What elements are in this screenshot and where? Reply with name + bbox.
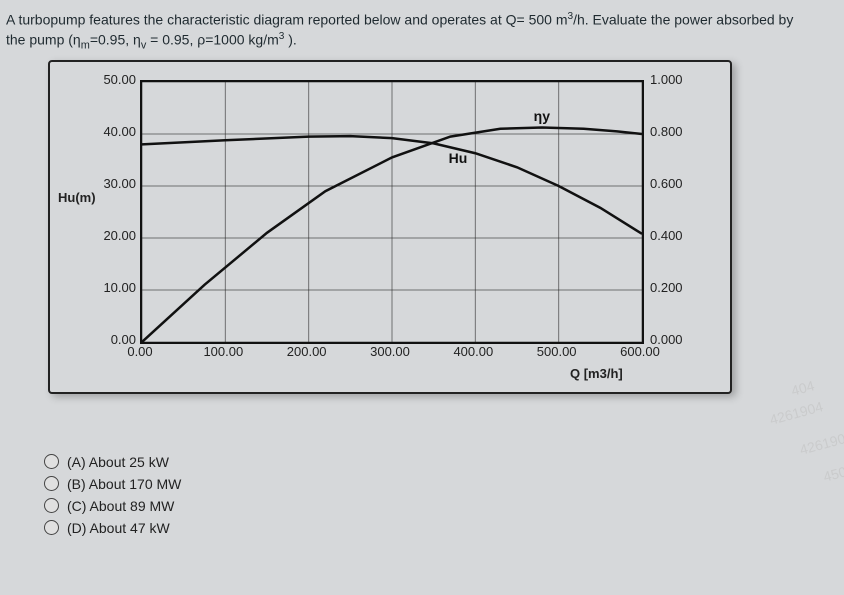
option-label: (B) About 170 MW bbox=[67, 476, 181, 492]
radio-icon bbox=[44, 454, 59, 469]
xtick: 300.00 bbox=[360, 344, 420, 359]
ytick-right: 0.800 bbox=[650, 124, 710, 139]
radio-icon bbox=[44, 498, 59, 513]
xtick: 400.00 bbox=[443, 344, 503, 359]
curve-label-hu: Hu bbox=[449, 150, 468, 166]
xtick: 200.00 bbox=[277, 344, 337, 359]
ytick-left: 30.00 bbox=[76, 176, 136, 191]
option-label: (C) About 89 MW bbox=[67, 498, 174, 514]
ytick-left: 50.00 bbox=[76, 72, 136, 87]
radio-icon bbox=[44, 476, 59, 491]
xtick: 600.00 bbox=[610, 344, 670, 359]
y-left-axis-label: Hu(m) bbox=[58, 190, 96, 205]
ytick-left: 40.00 bbox=[76, 124, 136, 139]
ytick-right: 0.400 bbox=[650, 228, 710, 243]
option-d[interactable]: (D) About 47 kW bbox=[44, 520, 826, 536]
xtick: 100.00 bbox=[193, 344, 253, 359]
xtick: 500.00 bbox=[527, 344, 587, 359]
answer-options: (A) About 25 kW (B) About 170 MW (C) Abo… bbox=[44, 454, 826, 536]
ytick-right: 1.000 bbox=[650, 72, 710, 87]
radio-icon bbox=[44, 520, 59, 535]
option-label: (D) About 47 kW bbox=[67, 520, 170, 536]
option-b[interactable]: (B) About 170 MW bbox=[44, 476, 826, 492]
ytick-left: 20.00 bbox=[76, 228, 136, 243]
question-text: A turbopump features the characteristic … bbox=[6, 10, 826, 54]
option-c[interactable]: (C) About 89 MW bbox=[44, 498, 826, 514]
plot-area: Hu ηy bbox=[140, 80, 644, 344]
ytick-right: 0.600 bbox=[650, 176, 710, 191]
ytick-right: 0.200 bbox=[650, 280, 710, 295]
option-label: (A) About 25 kW bbox=[67, 454, 169, 470]
characteristic-chart: Hu(m) Q [m3/h] Hu ηy 0.00 10.00 20.00 30.00 4… bbox=[48, 60, 732, 394]
option-a[interactable]: (A) About 25 kW bbox=[44, 454, 826, 470]
xtick: 0.00 bbox=[110, 344, 170, 359]
curve-label-etay: ηy bbox=[534, 108, 550, 124]
ytick-left: 10.00 bbox=[76, 280, 136, 295]
x-axis-label: Q [m3/h] bbox=[570, 366, 623, 381]
